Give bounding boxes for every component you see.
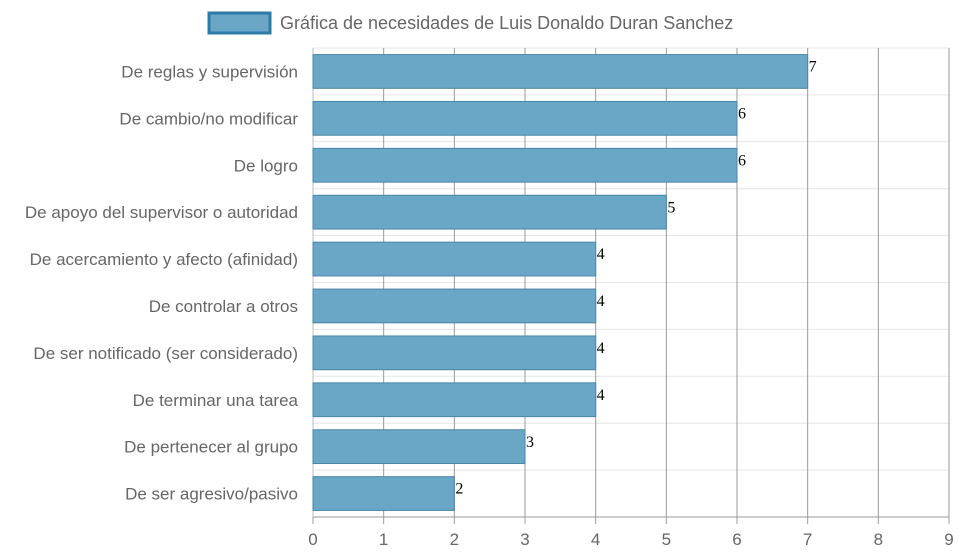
bar [312, 194, 667, 230]
bar [312, 382, 597, 418]
category-label: De ser agresivo/pasivo [125, 485, 298, 504]
bar [312, 476, 455, 511]
category-label: De cambio/no modificar [119, 109, 298, 128]
x-axis-tick-label: 4 [591, 530, 600, 549]
bars [312, 54, 809, 511]
bar [312, 288, 597, 324]
x-axis-tick-labels: 0 1 2 3 4 5 6 7 8 9 [308, 530, 953, 549]
category-label: De pertenecer al grupo [124, 438, 298, 457]
x-axis-tick-label: 9 [944, 530, 953, 549]
legend-swatch [207, 11, 272, 35]
bar [312, 54, 809, 89]
bar [312, 241, 597, 277]
data-label: 4 [597, 340, 605, 357]
category-label: De logro [234, 156, 298, 175]
data-label: 6 [738, 105, 746, 122]
data-labels: 7 6 6 5 4 4 4 4 3 2 [455, 59, 816, 498]
data-label: 5 [667, 199, 675, 216]
bar [312, 147, 738, 183]
x-axis-tick-label: 3 [520, 530, 529, 549]
bar [312, 100, 738, 136]
x-axis-tick-label: 7 [803, 530, 812, 549]
category-label: De terminar una tarea [133, 391, 299, 410]
category-label: De acercamiento y afecto (afinidad) [30, 250, 298, 269]
data-label: 2 [455, 481, 463, 498]
x-axis-tick-label: 8 [874, 530, 883, 549]
category-labels: De reglas y supervisión De cambio/no modi… [25, 62, 299, 503]
legend-label: Gráfica de necesidades de Luis Donaldo D… [280, 13, 733, 33]
data-label: 7 [809, 59, 817, 76]
x-axis-tick-label: 6 [732, 530, 741, 549]
x-axis-tick-label: 1 [379, 530, 388, 549]
bar [312, 429, 526, 465]
data-label: 4 [597, 387, 605, 404]
x-axis-tick-label: 2 [450, 530, 459, 549]
data-label: 6 [738, 152, 746, 169]
x-axis-tick-label: 5 [662, 530, 671, 549]
data-label: 4 [597, 293, 605, 310]
bar [312, 335, 597, 371]
data-label: 3 [526, 434, 534, 451]
data-label: 4 [597, 246, 605, 263]
category-label: De apoyo del supervisor o autoridad [25, 203, 298, 222]
x-axis-tick-label: 0 [308, 530, 317, 549]
category-label: De controlar a otros [149, 297, 298, 316]
legend[interactable]: Gráfica de necesidades de Luis Donaldo D… [207, 11, 733, 35]
category-label: De ser notificado (ser considerado) [33, 344, 298, 363]
category-label: De reglas y supervisión [121, 62, 298, 81]
